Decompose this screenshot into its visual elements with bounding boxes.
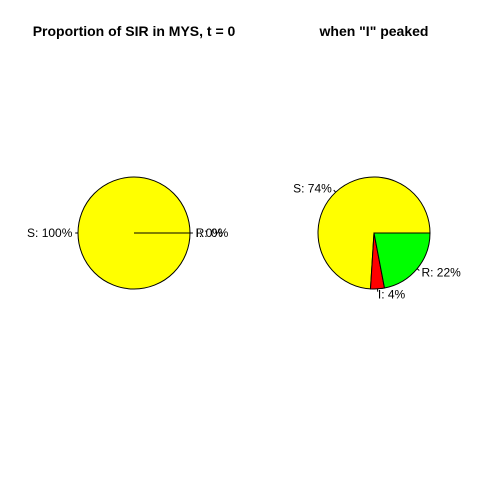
pie-labels: S: 74% I: 4% R: 22% <box>293 181 461 301</box>
pie-panel-peak: when "I" peaked S: 74% I: 4% R: 22% <box>293 23 461 302</box>
pie-label-i: I: 4% <box>378 288 406 302</box>
pie-label-tick-s <box>333 189 337 193</box>
pie-label-r: R: 0% <box>196 226 229 240</box>
pie-label-s: S: 74% <box>293 181 332 195</box>
pie-label-tick-r <box>416 268 420 271</box>
pie-slices <box>77 176 191 290</box>
pie-labels: S: 100% I: 0%R: 0% <box>27 226 229 240</box>
pie-slices <box>317 176 431 290</box>
pie-label-r: R: 22% <box>421 265 461 279</box>
chart-title: Proportion of SIR in MYS, t = 0 <box>33 23 236 39</box>
pie-slice-r <box>373 232 431 289</box>
chart-title: when "I" peaked <box>319 23 429 39</box>
pie-panel-t0: Proportion of SIR in MYS, t = 0 S: 100% I… <box>27 23 236 290</box>
pie-label-i: I: 0% <box>196 226 224 240</box>
pie-label-s: S: 100% <box>27 226 73 240</box>
